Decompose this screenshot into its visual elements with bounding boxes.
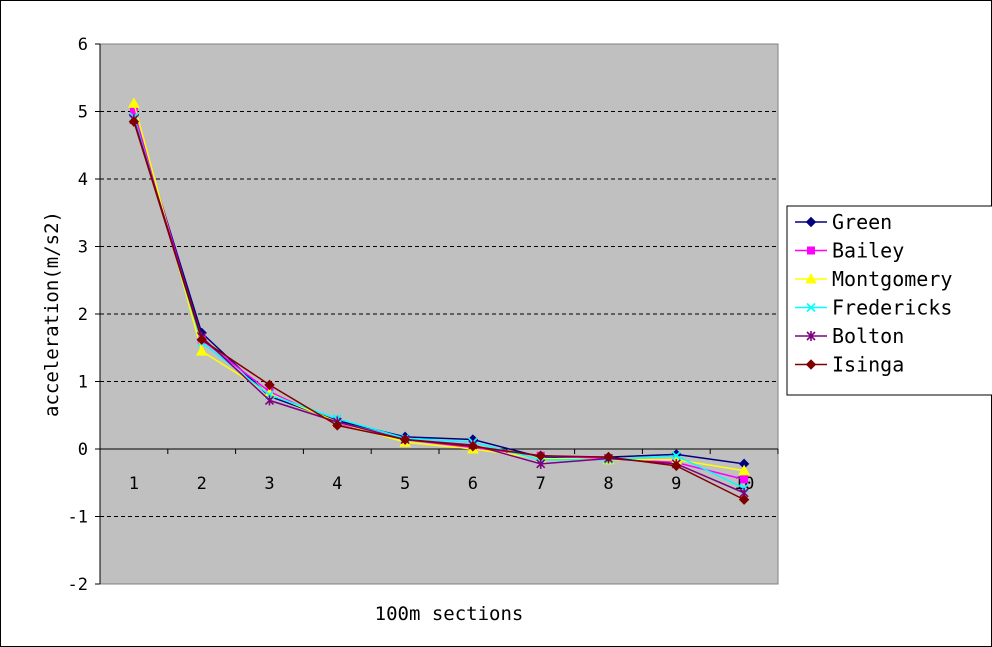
- legend-marker: [805, 272, 817, 284]
- legend-item: Montgomery: [795, 267, 952, 291]
- y-tick-label: -2: [68, 575, 88, 595]
- data-point: [128, 116, 140, 127]
- y-tick-label: 3: [78, 238, 88, 258]
- legend-marker: [806, 302, 816, 313]
- x-tick-label: 4: [332, 474, 342, 494]
- x-axis: 1 2 3 4 5 6 7 8 9 10: [99, 449, 779, 494]
- legend-marker: [805, 216, 817, 228]
- legend-item: Green: [795, 210, 892, 234]
- series-line: [133, 103, 745, 472]
- y-axis: -2 -1 0 1 2 3 4 5 6: [68, 35, 100, 595]
- data-point: [535, 450, 546, 461]
- legend-label: Montgomery: [832, 267, 952, 291]
- x-axis-title: 100m sections: [375, 603, 524, 625]
- series-group: [128, 97, 750, 505]
- x-tick-label: 6: [468, 474, 478, 494]
- series-isinga: [128, 116, 750, 505]
- y-axis-title: acceleration(m/s2): [41, 211, 63, 417]
- y-tick-label: 5: [78, 103, 88, 123]
- y-tick-label: 0: [78, 440, 88, 460]
- legend-label: Fredericks: [832, 296, 952, 320]
- x-tick-label: 5: [400, 474, 410, 494]
- y-tick-label: -1: [68, 508, 88, 528]
- data-point: [738, 494, 750, 505]
- y-tick-label: 1: [78, 373, 88, 393]
- x-tick-label: 10: [734, 474, 754, 494]
- legend-label: Bolton: [832, 324, 904, 348]
- data-point: [738, 464, 750, 476]
- series-line: [133, 121, 745, 501]
- y-tick-label: 2: [78, 305, 88, 325]
- data-point: [128, 97, 140, 108]
- data-point: [195, 345, 208, 356]
- legend-label: Isinga: [832, 353, 904, 377]
- gridlines: [100, 111, 778, 517]
- legend-item: Bolton: [795, 324, 904, 348]
- data-point: [332, 420, 343, 431]
- x-tick-label: 2: [197, 474, 207, 494]
- legend-item: Bailey: [795, 239, 904, 263]
- y-tick-label: 6: [78, 35, 88, 55]
- x-tick-label: 8: [603, 474, 613, 494]
- data-point: [399, 434, 411, 445]
- x-tick-label: 3: [264, 474, 274, 494]
- x-tick-label: 1: [129, 474, 139, 494]
- legend-box: [786, 205, 992, 396]
- data-point: [264, 395, 275, 406]
- data-point: [264, 379, 275, 391]
- data-point: [740, 475, 749, 484]
- legend-item: Isinga: [795, 353, 904, 377]
- legend: Green Bailey Montgomery Fredericks Bolton Isi…: [786, 205, 992, 396]
- x-tick-label: 7: [536, 474, 546, 494]
- legend-marker: [806, 331, 816, 341]
- data-point: [671, 460, 682, 472]
- legend-marker: [805, 359, 817, 370]
- y-tick-label: 4: [78, 170, 88, 190]
- series-line: [133, 114, 745, 465]
- legend-marker: [807, 246, 815, 255]
- x-tick-label: 9: [671, 474, 681, 494]
- legend-item: Fredericks: [795, 296, 952, 320]
- data-point: [196, 334, 207, 345]
- legend-label: Green: [832, 210, 892, 234]
- data-point: [467, 441, 479, 452]
- data-point: [671, 451, 681, 461]
- data-point: [603, 451, 614, 463]
- legend-label: Bailey: [832, 239, 904, 263]
